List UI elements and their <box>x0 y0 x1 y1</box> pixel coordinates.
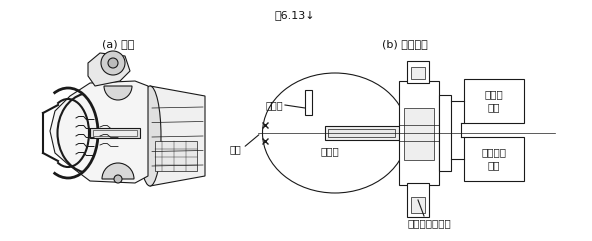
Bar <box>407 183 429 217</box>
Bar <box>411 197 425 213</box>
Bar <box>305 90 312 115</box>
Text: 电子控制
装置: 电子控制 装置 <box>481 147 507 171</box>
Bar <box>407 61 429 83</box>
Bar <box>411 67 425 79</box>
Bar <box>328 129 395 137</box>
Polygon shape <box>50 81 148 183</box>
Text: 图6.13↓: 图6.13↓ <box>275 11 316 21</box>
Bar <box>325 126 400 140</box>
Polygon shape <box>88 53 130 86</box>
Circle shape <box>108 58 118 68</box>
Bar <box>399 81 439 185</box>
Text: 功率输
出级: 功率输 出级 <box>485 89 503 113</box>
Circle shape <box>114 175 122 183</box>
Polygon shape <box>150 86 205 186</box>
Bar <box>93 130 137 136</box>
Bar <box>464 137 524 181</box>
Text: (b) 原理示意: (b) 原理示意 <box>382 39 428 49</box>
Wedge shape <box>104 86 132 100</box>
Bar <box>439 95 451 171</box>
Text: 透镜: 透镜 <box>229 144 241 154</box>
Ellipse shape <box>262 73 407 193</box>
Bar <box>464 79 524 123</box>
Text: (a) 外形: (a) 外形 <box>102 39 134 49</box>
Circle shape <box>101 51 125 75</box>
Text: 弧光灯: 弧光灯 <box>321 146 339 156</box>
Text: 遮光板: 遮光板 <box>265 100 283 110</box>
Bar <box>404 108 434 160</box>
Text: 引燃及稳弧部件: 引燃及稳弧部件 <box>407 218 451 228</box>
Wedge shape <box>102 163 134 179</box>
Bar <box>155 141 197 171</box>
Ellipse shape <box>139 86 161 186</box>
Bar <box>90 128 140 138</box>
